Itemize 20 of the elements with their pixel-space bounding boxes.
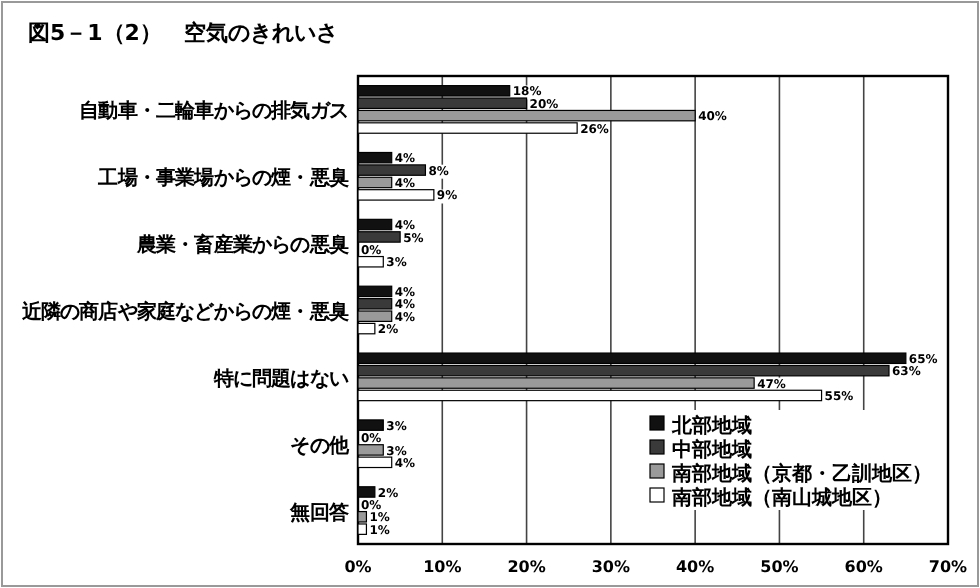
x-tick-label: 20% xyxy=(507,558,546,576)
y-tick-label: 近隣の商店や家庭などからの煙・悪臭 xyxy=(19,300,349,324)
y-tick-label: 自動車・二輪車からの排気ガス xyxy=(79,99,349,124)
x-tick-label: 0% xyxy=(344,558,372,576)
legend-label: 北部地域 xyxy=(670,414,752,438)
legend-label: 南部地域（南山城地区） xyxy=(670,486,892,510)
y-tick-label: 農業・畜産業からの悪臭 xyxy=(134,233,349,258)
x-tick-label: 10% xyxy=(423,558,462,576)
x-tick-label: 30% xyxy=(591,558,631,576)
x-tick-label: 40% xyxy=(675,558,715,576)
legend-label: 南部地域（京都・乙訓地区） xyxy=(670,462,932,486)
y-tick-label: その他 xyxy=(290,433,351,458)
x-tick-label: 60% xyxy=(844,558,883,576)
y-tick-label: 無回答 xyxy=(288,500,351,525)
x-tick-label: 50% xyxy=(760,558,799,576)
x-tick-label: 70% xyxy=(928,558,968,576)
chart-title: 図5－1（2） 空気のきれいさ xyxy=(28,20,338,46)
y-tick-label: 特に問題はない xyxy=(211,366,349,391)
legend-label: 中部地域 xyxy=(672,438,752,462)
y-tick-label: 工場・事業場からの煙・悪臭 xyxy=(96,166,349,191)
